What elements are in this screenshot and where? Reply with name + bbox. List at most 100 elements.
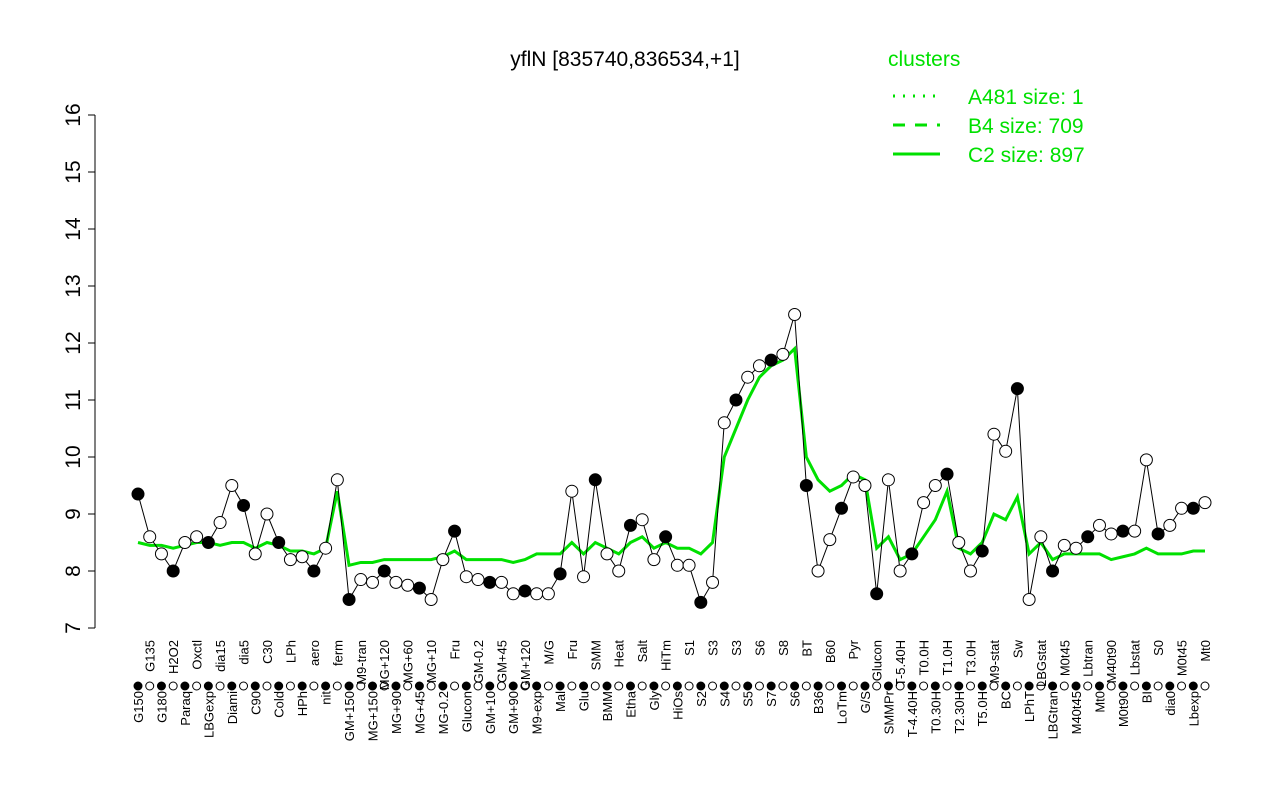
rug-mark: [203, 681, 213, 691]
x-tick-label: C30: [260, 640, 275, 664]
rug-mark: [532, 681, 542, 691]
data-point: [1151, 527, 1165, 541]
rug-mark: [1165, 681, 1175, 691]
rug-mark: [1200, 681, 1210, 691]
data-point: [424, 593, 438, 606]
x-tick-label: M0t90: [1116, 691, 1131, 727]
rug-mark: [743, 681, 753, 691]
x-tick-label: LoTm: [835, 691, 850, 724]
data-point: [928, 479, 942, 492]
x-tick-label: MG-0.2: [436, 691, 451, 734]
data-point: [987, 427, 1001, 441]
data-point: [354, 573, 368, 587]
data-point: [1057, 538, 1071, 552]
data-point: [131, 487, 145, 501]
rug-mark: [215, 681, 225, 691]
data-point: [248, 547, 262, 561]
x-tick-label: BMM: [600, 691, 615, 721]
rug-mark: [614, 681, 624, 691]
rug-mark: [872, 681, 882, 691]
data-point: [659, 530, 673, 544]
x-tick-label: M9-stat: [987, 640, 1002, 684]
data-point: [260, 507, 274, 521]
x-tick-label: Lbexp: [1186, 691, 1201, 726]
x-tick-label: M0t45: [1175, 640, 1190, 676]
x-tick-label: M40t45: [1069, 691, 1084, 734]
rug-mark: [590, 681, 600, 691]
y-tick-label: 12: [62, 331, 85, 354]
x-tick-label: S5: [741, 691, 756, 707]
x-tick-label: Mt0: [1198, 640, 1213, 662]
rug-mark: [450, 681, 460, 691]
rug-mark: [965, 681, 975, 691]
data-point: [553, 567, 567, 581]
x-tick-label: G150: [131, 691, 146, 723]
x-tick-label: GM+45: [494, 640, 509, 683]
data-point: [166, 564, 180, 578]
x-tick-label: BT: [799, 640, 814, 657]
rug-mark: [391, 681, 401, 691]
legend: clusters A481 size: 1 B4 size: 709 C2 size…: [888, 48, 1085, 167]
y-axis: 7 8 9 10 11 12 13 14 15 16: [62, 103, 96, 634]
data-point: [225, 479, 239, 492]
data-point: [401, 578, 415, 592]
rug-mark: [438, 681, 448, 691]
y-tick-label: 11: [62, 389, 85, 411]
x-tick-label: GM+10: [483, 691, 498, 734]
x-tick-label: Diami: [225, 691, 240, 724]
data-point: [1139, 453, 1153, 467]
x-tick-label: HiOs: [670, 691, 685, 720]
data-point: [647, 553, 661, 567]
x-tick-label: GM+90: [506, 691, 521, 734]
rug-mark: [1188, 681, 1198, 691]
data-point: [178, 536, 192, 549]
data-point: [752, 359, 766, 373]
x-tick-label: Oxctl: [190, 640, 205, 670]
x-tick-label: SMMPr: [881, 690, 896, 734]
rug-mark: [426, 681, 436, 691]
rug-mark: [403, 681, 413, 691]
rug-mark: [1118, 681, 1128, 691]
rug-mark: [262, 681, 272, 691]
data-point: [612, 564, 626, 578]
rug-mark: [778, 681, 788, 691]
y-tick-label: 7: [62, 622, 85, 634]
cluster-line-group: [137, 345, 1205, 568]
rug-mark: [543, 681, 553, 691]
legend-label: C2 size: 897: [968, 144, 1085, 167]
data-point: [788, 308, 802, 321]
rug-mark: [649, 681, 659, 691]
x-tick-label: H2O2: [166, 640, 181, 674]
x-tick-label: BC: [999, 691, 1014, 709]
x-tick-label: aero: [307, 640, 322, 666]
x-tick-label: S6: [752, 640, 767, 656]
x-tick-label: HiTm: [659, 640, 674, 671]
x-tick-label: T2.30H: [952, 691, 967, 734]
rug-mark: [239, 681, 249, 691]
y-tick-label: 9: [62, 508, 85, 520]
data-point: [1175, 501, 1189, 515]
rug-mark: [625, 681, 635, 691]
x-tick-label: T-5.40H: [893, 640, 908, 686]
rug-mark: [754, 681, 764, 691]
x-tick-label: MG+60: [401, 640, 416, 683]
x-tick-label: LPhT: [1022, 691, 1037, 722]
data-point: [518, 584, 532, 598]
data-point: [330, 473, 344, 487]
rug-mark: [1094, 681, 1104, 691]
x-tick-label: dia0: [1163, 691, 1178, 716]
data-point: [506, 587, 520, 601]
x-tick-label: S1: [682, 640, 697, 656]
x-tick-label: MG+45: [412, 691, 427, 734]
data-point: [1046, 564, 1060, 578]
x-tick-label: T0.30H: [928, 691, 943, 734]
data-point: [154, 547, 168, 561]
rug-mark: [919, 681, 929, 691]
data-point: [1092, 518, 1106, 532]
x-tick-label: MG+150: [366, 691, 381, 741]
x-tick-label: MG+10: [424, 640, 439, 683]
rug-mark: [520, 681, 530, 691]
data-point: [905, 547, 919, 561]
data-point: [1010, 382, 1024, 396]
x-tick-label: LBGexp: [201, 691, 216, 738]
